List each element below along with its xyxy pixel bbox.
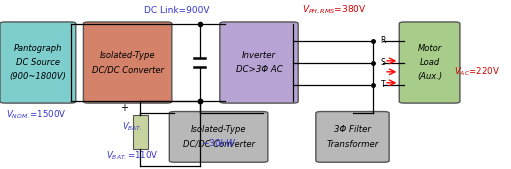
FancyBboxPatch shape (83, 22, 172, 103)
Text: $-30kW$: $-30kW$ (201, 137, 236, 148)
Text: Motor: Motor (417, 44, 442, 53)
Text: T: T (381, 80, 385, 89)
Text: Inverter: Inverter (242, 51, 276, 60)
Text: DC>3Φ AC: DC>3Φ AC (236, 65, 283, 74)
Text: $V_{NOM.}$=1500V: $V_{NOM.}$=1500V (6, 109, 67, 121)
FancyBboxPatch shape (220, 22, 298, 103)
Text: DC/DC Converter: DC/DC Converter (182, 139, 254, 149)
Text: Pantograph: Pantograph (14, 44, 62, 53)
FancyBboxPatch shape (399, 22, 460, 103)
Text: Transformer: Transformer (327, 140, 379, 149)
FancyBboxPatch shape (316, 112, 389, 162)
Text: (900~1800V): (900~1800V) (10, 72, 66, 81)
Text: DC Source: DC Source (16, 58, 60, 67)
FancyBboxPatch shape (169, 112, 268, 162)
Text: DC/DC Converter: DC/DC Converter (91, 65, 164, 74)
Text: $V_{BAT.}$=110V: $V_{BAT.}$=110V (106, 149, 159, 162)
Text: $V_{BAT.}$: $V_{BAT.}$ (122, 120, 143, 133)
Text: S: S (381, 58, 385, 67)
Text: 3Φ Filter: 3Φ Filter (334, 125, 371, 134)
Text: (Aux.): (Aux.) (417, 72, 442, 81)
Text: Isolated-Type: Isolated-Type (191, 125, 246, 134)
FancyBboxPatch shape (0, 22, 76, 103)
Text: Load: Load (420, 58, 439, 67)
Text: R: R (380, 36, 386, 45)
Bar (133, 115, 148, 149)
Text: Isolated-Type: Isolated-Type (100, 51, 155, 60)
Text: $V_{AC}$=220V: $V_{AC}$=220V (454, 66, 500, 78)
Text: +: + (120, 103, 128, 113)
Text: $V_{PH,RMS}$=380V: $V_{PH,RMS}$=380V (302, 4, 367, 16)
Text: DC Link=900V: DC Link=900V (144, 6, 210, 15)
